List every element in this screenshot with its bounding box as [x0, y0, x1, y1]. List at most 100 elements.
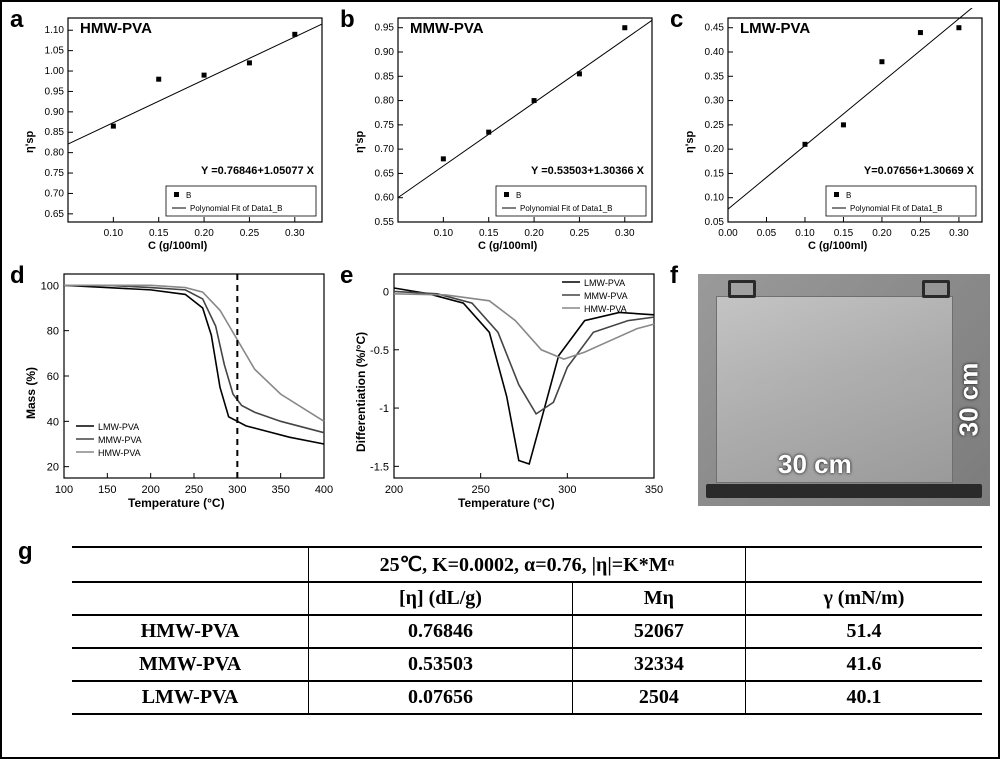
dim-horizontal: 30 cm: [778, 449, 852, 480]
chart-d: 10015020025030035040020406080100LMW-PVAM…: [8, 264, 334, 516]
ylabel-a: η'sp: [24, 131, 36, 153]
svg-text:0: 0: [383, 286, 389, 298]
table-cell: 52067: [572, 615, 745, 648]
row-label: HMW-PVA: [72, 615, 309, 648]
photo-bg: 30 cm 30 cm: [698, 274, 990, 506]
panel-c: c LMW-PVA 0.000.050.100.150.200.250.300.…: [668, 8, 994, 260]
svg-text:0.45: 0.45: [705, 23, 725, 34]
svg-text:Y=0.07656+1.30669 X: Y=0.07656+1.30669 X: [864, 165, 975, 177]
svg-text:Polynomial Fit of Data1_B: Polynomial Fit of Data1_B: [850, 204, 943, 213]
svg-text:0.95: 0.95: [45, 86, 65, 97]
svg-text:0.75: 0.75: [45, 168, 65, 179]
svg-text:0.05: 0.05: [705, 217, 725, 228]
svg-text:100: 100: [55, 484, 73, 496]
svg-text:0.30: 0.30: [949, 228, 969, 239]
xlabel-d: Temperature (°C): [128, 496, 225, 510]
svg-text:60: 60: [47, 371, 59, 383]
panel-a: a HMW-PVA 0.100.150.200.250.300.650.700.…: [8, 8, 334, 260]
svg-text:0.10: 0.10: [705, 193, 725, 204]
row-label: LMW-PVA: [72, 681, 309, 714]
svg-text:0.20: 0.20: [705, 144, 725, 155]
ylabel-d: Mass (%): [24, 367, 38, 419]
panel-letter-g: g: [18, 538, 33, 566]
svg-text:200: 200: [385, 484, 403, 496]
svg-text:Y =0.53503+1.30366 X: Y =0.53503+1.30366 X: [531, 165, 645, 177]
panel-d: d 10015020025030035040020406080100LMW-PV…: [8, 264, 334, 516]
svg-text:250: 250: [185, 484, 203, 496]
svg-text:0.20: 0.20: [872, 228, 892, 239]
chart-b: 0.100.150.200.250.300.550.600.650.700.75…: [338, 8, 664, 260]
table-cell: 41.6: [745, 648, 982, 681]
svg-text:HMW-PVA: HMW-PVA: [98, 448, 141, 458]
svg-text:B: B: [186, 191, 191, 200]
svg-text:300: 300: [558, 484, 576, 496]
svg-text:0.70: 0.70: [45, 188, 65, 199]
svg-text:0.70: 0.70: [375, 144, 395, 155]
svg-text:0.25: 0.25: [570, 228, 590, 239]
svg-text:350: 350: [645, 484, 663, 496]
svg-text:0.30: 0.30: [615, 228, 635, 239]
col-header: Mη: [572, 582, 745, 615]
svg-text:0.75: 0.75: [375, 120, 395, 131]
ruler: [706, 484, 982, 498]
clip-left: [728, 280, 756, 298]
svg-text:B: B: [846, 191, 851, 200]
svg-text:MMW-PVA: MMW-PVA: [584, 291, 628, 301]
svg-text:0.15: 0.15: [705, 168, 725, 179]
dim-vertical: 30 cm: [954, 363, 985, 437]
svg-text:0.55: 0.55: [375, 217, 395, 228]
panel-e: e 200250300350-1.5-1-0.50LMW-PVAMMW-PVAH…: [338, 264, 664, 516]
svg-text:Polynomial Fit of Data1_B: Polynomial Fit of Data1_B: [190, 204, 283, 213]
svg-text:0.60: 0.60: [375, 193, 395, 204]
table-cell: 32334: [572, 648, 745, 681]
svg-text:350: 350: [271, 484, 289, 496]
svg-text:0.20: 0.20: [524, 228, 544, 239]
ylabel-e: Differentiation (%/°C): [354, 332, 368, 452]
svg-text:0.35: 0.35: [705, 71, 725, 82]
svg-text:0.65: 0.65: [45, 209, 65, 220]
chart-c: 0.000.050.100.150.200.250.300.050.100.15…: [668, 8, 994, 260]
table-cell: 0.76846: [309, 615, 573, 648]
svg-text:0.25: 0.25: [705, 120, 725, 131]
svg-text:0.20: 0.20: [194, 228, 214, 239]
svg-text:250: 250: [471, 484, 489, 496]
col-header: [η] (dL/g): [309, 582, 573, 615]
svg-text:0.25: 0.25: [911, 228, 931, 239]
panel-b: b MMW-PVA 0.100.150.200.250.300.550.600.…: [338, 8, 664, 260]
svg-text:150: 150: [98, 484, 116, 496]
xlabel-e: Temperature (°C): [458, 496, 555, 510]
svg-text:0.10: 0.10: [104, 228, 124, 239]
table-cell: 40.1: [745, 681, 982, 714]
svg-text:0.40: 0.40: [705, 47, 725, 58]
svg-text:0.80: 0.80: [375, 96, 395, 107]
table-g: 25℃, K=0.0002, α=0.76, |η|=K*Mᵅ [η] (dL/…: [72, 546, 982, 715]
chart-a: 0.100.150.200.250.300.650.700.750.800.85…: [8, 8, 334, 260]
svg-text:200: 200: [141, 484, 159, 496]
table-cell: 0.07656: [309, 681, 573, 714]
svg-text:0.90: 0.90: [375, 47, 395, 58]
table-cell: 51.4: [745, 615, 982, 648]
svg-text:0.95: 0.95: [375, 23, 395, 34]
svg-text:300: 300: [228, 484, 246, 496]
svg-text:40: 40: [47, 416, 59, 428]
svg-text:100: 100: [41, 280, 59, 292]
ylabel-c: η'sp: [684, 131, 696, 153]
svg-text:LMW-PVA: LMW-PVA: [584, 278, 625, 288]
svg-text:Polynomial Fit of Data1_B: Polynomial Fit of Data1_B: [520, 204, 613, 213]
clip-right: [922, 280, 950, 298]
svg-text:0.05: 0.05: [757, 228, 777, 239]
svg-text:0.80: 0.80: [45, 148, 65, 159]
row-label: MMW-PVA: [72, 648, 309, 681]
table-cell: 0.53503: [309, 648, 573, 681]
svg-text:LMW-PVA: LMW-PVA: [98, 422, 139, 432]
svg-text:0.30: 0.30: [285, 228, 305, 239]
table-cell: 2504: [572, 681, 745, 714]
svg-text:0.15: 0.15: [149, 228, 169, 239]
xlabel-b: C (g/100ml): [478, 240, 537, 252]
svg-text:0.00: 0.00: [718, 228, 738, 239]
svg-text:1.10: 1.10: [45, 25, 65, 36]
svg-text:0.10: 0.10: [434, 228, 454, 239]
svg-text:MMW-PVA: MMW-PVA: [98, 435, 142, 445]
svg-text:1.05: 1.05: [45, 46, 65, 57]
svg-text:Y =0.76846+1.05077 X: Y =0.76846+1.05077 X: [201, 165, 315, 177]
